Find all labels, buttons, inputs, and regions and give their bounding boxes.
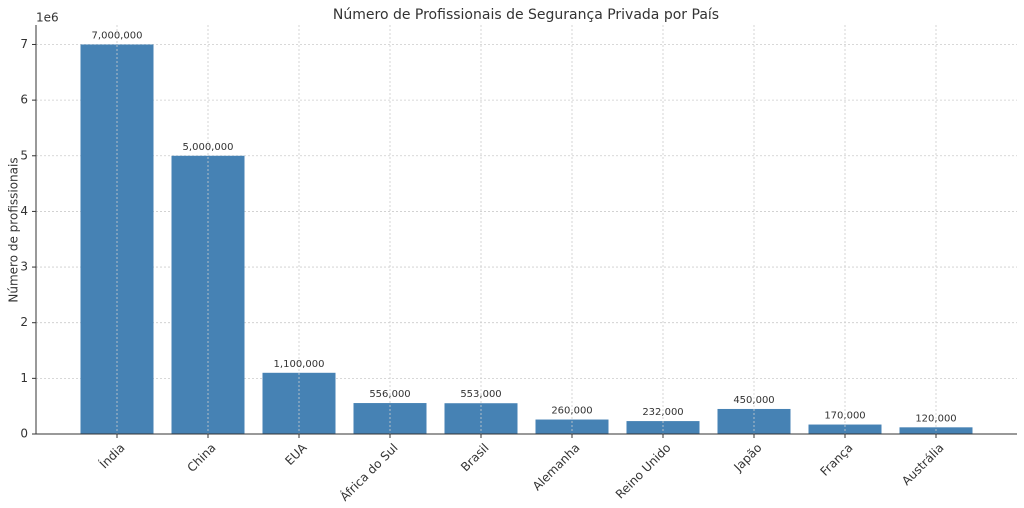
value-label: 260,000 <box>551 406 592 417</box>
value-label: 553,000 <box>460 389 501 400</box>
x-tick-label: França <box>818 441 856 479</box>
x-tick-label: África do Sul <box>337 440 401 504</box>
y-tick-label: 3 <box>20 260 28 274</box>
y-tick-label: 4 <box>20 204 28 218</box>
x-tick-label: EUA <box>282 440 310 468</box>
value-label: 5,000,000 <box>183 142 234 153</box>
y-tick-label: 0 <box>20 427 28 441</box>
x-tick-label: Japão <box>731 441 765 475</box>
y-tick-label: 1 <box>20 371 28 385</box>
bar <box>626 421 700 434</box>
y-tick-label: 5 <box>20 148 28 162</box>
y-offset-label: 1e6 <box>36 11 59 25</box>
x-tick-label: Austrália <box>899 441 946 488</box>
y-tick-label: 6 <box>20 93 28 107</box>
x-tick-label: Alemanha <box>530 441 583 494</box>
x-tick-label: Índia <box>96 440 127 471</box>
x-tick-label: Reino Unido <box>613 441 674 502</box>
value-label: 120,000 <box>915 413 956 424</box>
y-axis-label: Número de profissionais <box>7 157 21 302</box>
x-tick-label: Brasil <box>458 441 492 475</box>
value-label: 556,000 <box>369 389 410 400</box>
value-label: 170,000 <box>824 411 865 422</box>
value-label: 450,000 <box>733 395 774 406</box>
y-tick-label: 2 <box>20 315 28 329</box>
y-tick-label: 7 <box>20 37 28 51</box>
value-label: 7,000,000 <box>92 30 143 41</box>
value-label: 1,100,000 <box>274 359 325 370</box>
chart-title: Número de Profissionais de Segurança Pri… <box>333 7 719 23</box>
value-label: 232,000 <box>642 407 683 418</box>
x-tick-label: China <box>184 441 218 475</box>
